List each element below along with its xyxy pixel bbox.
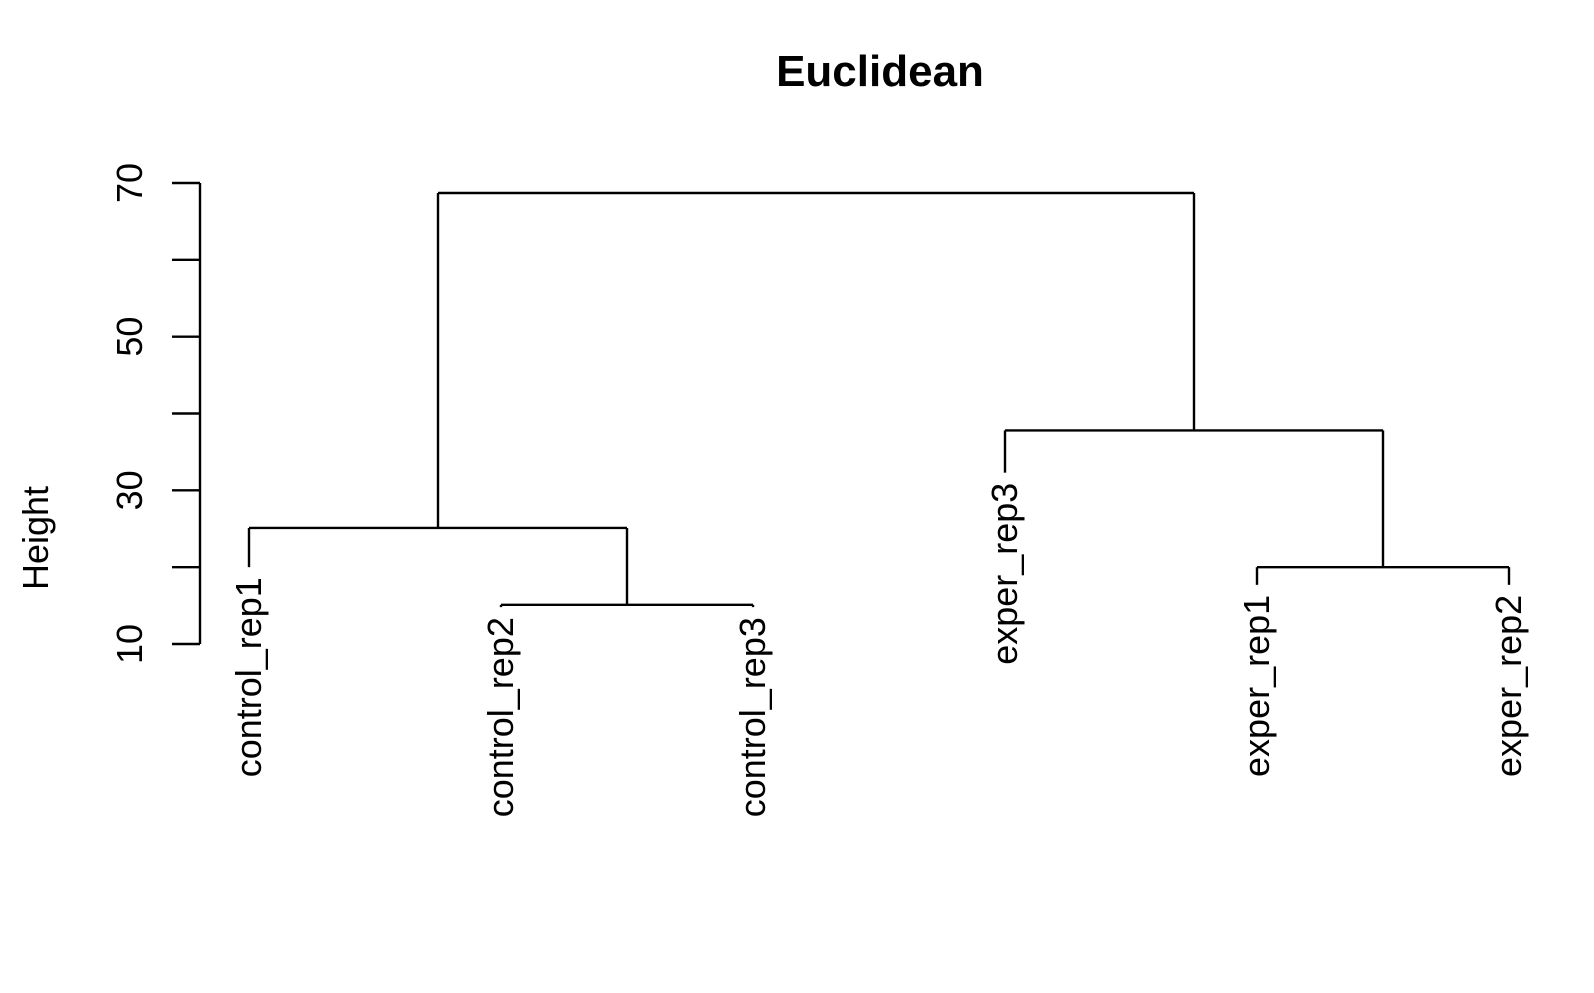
y-axis: 10 30 50 70 xyxy=(109,163,202,664)
y-tick-label: 30 xyxy=(109,470,150,510)
y-tick-label: 10 xyxy=(109,624,150,664)
dendrogram-tree xyxy=(247,191,1511,608)
leaf-label: control_rep2 xyxy=(480,617,521,817)
leaf-label: exper_rep2 xyxy=(1488,595,1529,777)
y-axis-label: Height xyxy=(15,486,56,590)
leaf-labels: control_rep1 control_rep2 control_rep3 expe… xyxy=(228,483,1529,818)
y-tick-label: 70 xyxy=(109,163,150,203)
chart-title: Euclidean xyxy=(776,47,984,96)
leaf-label: control_rep1 xyxy=(228,577,269,777)
leaf-label: exper_rep1 xyxy=(1236,595,1277,777)
leaf-label: control_rep3 xyxy=(732,617,773,817)
leaf-label: exper_rep3 xyxy=(984,483,1025,665)
y-tick-label: 50 xyxy=(109,317,150,357)
